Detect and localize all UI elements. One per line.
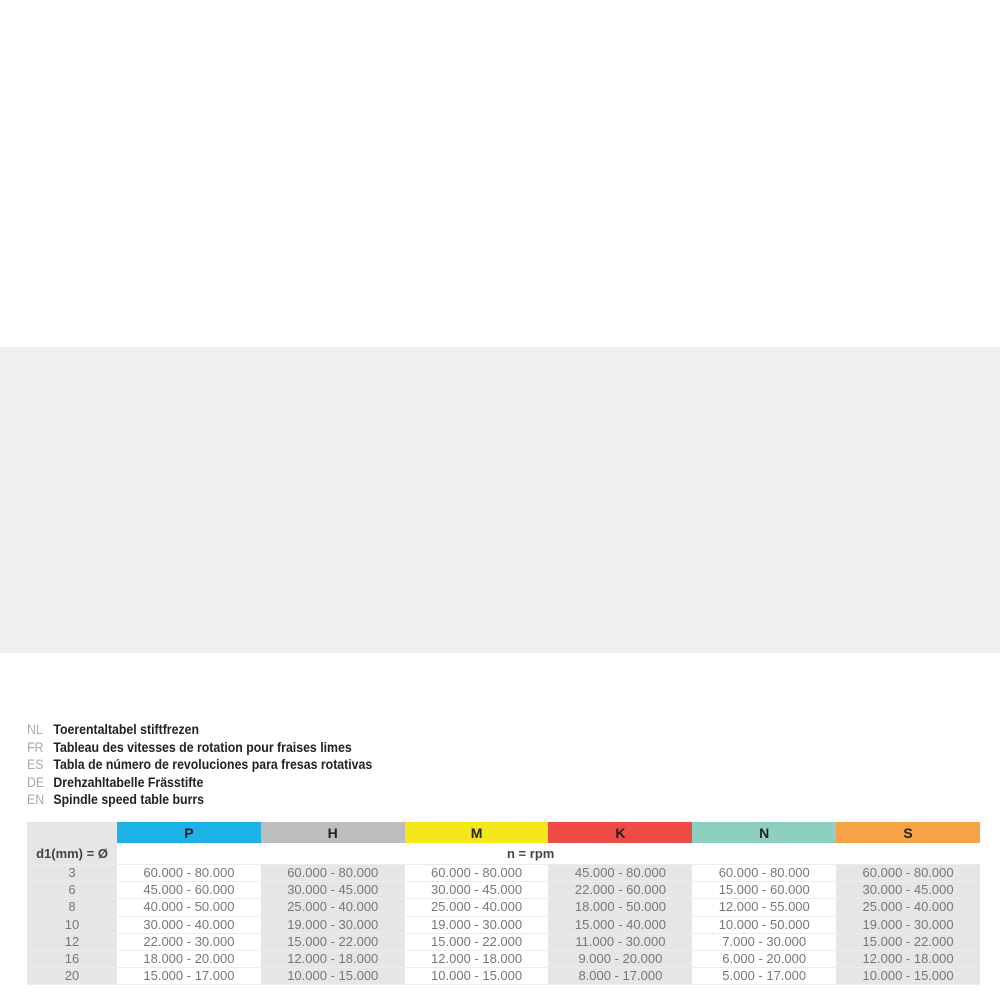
- rpm-cell: 30.000 - 40.000: [117, 916, 261, 934]
- rpm-cell: 60.000 - 80.000: [260, 864, 405, 883]
- rpm-cell: 15.000 - 22.000: [404, 933, 549, 951]
- rpm-cell: 60.000 - 80.000: [836, 864, 980, 883]
- rpm-cell: 10.000 - 15.000: [404, 967, 549, 986]
- title-line: NL Toerentaltabel stiftfrezen: [27, 721, 372, 739]
- rpm-cell: 19.000 - 30.000: [404, 916, 549, 934]
- rpm-cell: 40.000 - 50.000: [117, 898, 261, 917]
- unit-label: n = rpm: [117, 843, 980, 865]
- material-header-k: K: [548, 822, 693, 843]
- corner-cell: [27, 822, 117, 843]
- title-text: Drehzahltabelle Frässtifte: [53, 773, 204, 790]
- rpm-cell: 8.000 - 17.000: [548, 967, 693, 986]
- rpm-cell: 9.000 - 20.000: [548, 950, 693, 969]
- rpm-cell: 15.000 - 22.000: [836, 933, 980, 951]
- rpm-cell: 25.000 - 40.000: [836, 898, 980, 917]
- background-band: NL Toerentaltabel stiftfrezen FR Tableau de…: [0, 347, 1000, 986]
- rpm-cell: 19.000 - 30.000: [836, 916, 980, 934]
- rpm-cell: 11.000 - 30.000: [548, 933, 693, 951]
- title-line: FR Tableau des vitesses de rotation pour …: [27, 739, 372, 757]
- rpm-cell: 10.000 - 50.000: [692, 916, 837, 934]
- material-header-s: S: [836, 822, 980, 843]
- rpm-cell: 25.000 - 40.000: [260, 898, 405, 917]
- table-row: 16 18.000 - 20.000 12.000 - 18.000 12.000 -…: [27, 950, 980, 969]
- rpm-cell: 45.000 - 60.000: [117, 881, 261, 900]
- diameter-header: d1(mm) = Ø: [27, 843, 117, 865]
- material-header-h: H: [260, 822, 405, 843]
- rpm-cell: 5.000 - 17.000: [692, 967, 837, 986]
- rpm-cell: 25.000 - 40.000: [404, 898, 549, 917]
- rpm-cell: 45.000 - 80.000: [548, 864, 693, 883]
- language-code: NL: [27, 721, 43, 737]
- rpm-cell: 30.000 - 45.000: [404, 881, 549, 900]
- table-row: 6 45.000 - 60.000 30.000 - 45.000 30.000 - …: [27, 881, 980, 900]
- rpm-cell: 22.000 - 30.000: [117, 933, 261, 951]
- rpm-cell: 30.000 - 45.000: [260, 881, 405, 900]
- rpm-cell: 18.000 - 20.000: [117, 950, 261, 969]
- title-line: EN Spindle speed table burrs: [27, 791, 372, 809]
- table-row: 12 22.000 - 30.000 15.000 - 22.000 15.000 -…: [27, 933, 980, 951]
- rpm-cell: 6.000 - 20.000: [692, 950, 837, 969]
- diameter-cell: 20: [27, 967, 117, 986]
- material-header-m: M: [404, 822, 549, 843]
- rpm-cell: 15.000 - 17.000: [117, 967, 261, 986]
- title-text: Tableau des vitesses de rotation pour fr…: [53, 738, 352, 755]
- rpm-cell: 60.000 - 80.000: [117, 864, 261, 883]
- material-header-p: P: [117, 822, 261, 843]
- diameter-cell: 10: [27, 916, 117, 934]
- rpm-cell: 12.000 - 18.000: [404, 950, 549, 969]
- title-block: NL Toerentaltabel stiftfrezen FR Tableau de…: [27, 721, 419, 809]
- language-code: FR: [27, 738, 44, 755]
- rpm-cell: 10.000 - 15.000: [836, 967, 980, 986]
- diameter-cell: 8: [27, 898, 117, 917]
- language-code: ES: [27, 756, 44, 772]
- title-text: Tabla de número de revoluciones para fre…: [53, 756, 373, 772]
- table-row: 20 15.000 - 17.000 10.000 - 15.000 10.000 -…: [27, 967, 980, 986]
- rpm-cell: 10.000 - 15.000: [260, 967, 405, 986]
- table-row: 8 40.000 - 50.000 25.000 - 40.000 25.000 - …: [27, 898, 980, 917]
- rpm-cell: 7.000 - 30.000: [692, 933, 837, 951]
- rpm-cell: 18.000 - 50.000: [548, 898, 693, 917]
- rpm-cell: 60.000 - 80.000: [692, 864, 837, 883]
- table-row: 3 60.000 - 80.000 60.000 - 80.000 60.000 - …: [27, 864, 980, 883]
- title-text: Toerentaltabel stiftfrezen: [53, 721, 199, 737]
- rpm-cell: 15.000 - 40.000: [548, 916, 693, 934]
- rpm-cell: 22.000 - 60.000: [548, 881, 693, 900]
- rpm-cell: 12.000 - 18.000: [260, 950, 405, 969]
- rpm-cell: 15.000 - 22.000: [260, 933, 405, 951]
- speed-table-card: NL Toerentaltabel stiftfrezen FR Tableau de…: [21, 717, 984, 986]
- title-line: ES Tabla de número de revoluciones para f…: [27, 756, 372, 774]
- language-code: DE: [27, 773, 45, 790]
- title-line: DE Drehzahltabelle Frässtifte: [27, 774, 372, 792]
- rpm-cell: 15.000 - 60.000: [692, 881, 837, 900]
- material-header-n: N: [692, 822, 837, 843]
- diameter-cell: 12: [27, 933, 117, 951]
- diameter-cell: 6: [27, 881, 117, 900]
- rpm-cell: 12.000 - 55.000: [692, 898, 837, 917]
- rpm-cell: 12.000 - 18.000: [836, 950, 980, 969]
- language-code: EN: [27, 791, 45, 807]
- diameter-cell: 16: [27, 950, 117, 969]
- rpm-cell: 19.000 - 30.000: [260, 916, 405, 934]
- title-text: Spindle speed table burrs: [53, 791, 205, 807]
- table-row: 10 30.000 - 40.000 19.000 - 30.000 19.000 -…: [27, 916, 980, 934]
- rpm-cell: 30.000 - 45.000: [836, 881, 980, 900]
- diameter-cell: 3: [27, 864, 117, 883]
- rpm-cell: 60.000 - 80.000: [404, 864, 549, 883]
